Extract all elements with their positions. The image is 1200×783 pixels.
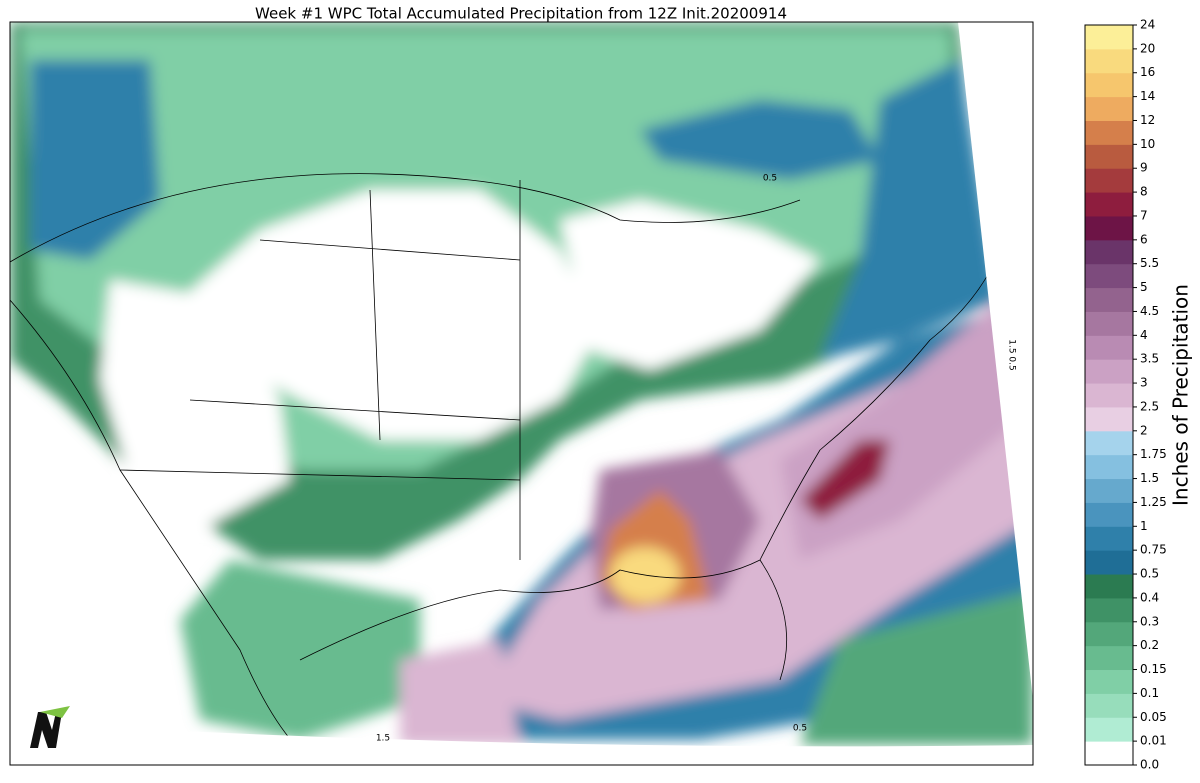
colorbar-tick-label: 0.01: [1140, 734, 1167, 748]
colorbar-tick-label: 1.5: [1140, 471, 1159, 485]
colorbar-frame: [1084, 24, 1134, 766]
map-area: [10, 22, 1033, 747]
colorbar-tick-label: 7: [1140, 208, 1148, 222]
colorbar-tick-label: 20: [1140, 41, 1155, 55]
colorbar-tick-label: 1.25: [1140, 495, 1167, 509]
colorbar-bin: [1085, 263, 1133, 289]
colorbar-bin: [1085, 359, 1133, 384]
colorbar-tick-label: 0.05: [1140, 710, 1167, 724]
colorbar-tick-label: 1.75: [1140, 447, 1167, 461]
colorbar-bin: [1085, 621, 1133, 647]
colorbar-tick-label: 0.4: [1140, 590, 1159, 604]
colorbar-tick-label: 0.5: [1140, 567, 1159, 581]
colorbar-bin: [1085, 478, 1133, 503]
colorbar-bin: [1085, 72, 1133, 98]
colorbar-bin: [1085, 645, 1133, 671]
contour-label: 0.5: [793, 724, 807, 734]
colorbar-bin: [1085, 96, 1133, 121]
colorbar-bin: [1085, 311, 1133, 336]
colorbar-tick-label: 0.3: [1140, 614, 1159, 628]
colorbar-tick-label: 1: [1140, 519, 1148, 533]
colorbar-bin: [1085, 669, 1133, 694]
colorbar-bin: [1085, 239, 1133, 265]
colorbar-bin: [1085, 693, 1133, 718]
colorbar-bin: [1085, 454, 1133, 480]
colorbar-tick-label: 2.5: [1140, 399, 1159, 413]
colorbar-bin: [1085, 215, 1133, 241]
contour-label: 1.5 0.5: [1007, 339, 1017, 371]
logo: [30, 706, 70, 748]
colorbar-tick-label: 14: [1140, 89, 1155, 103]
colorbar-bin: [1085, 192, 1133, 217]
colorbar-bin: [1085, 430, 1133, 456]
colorbar-bin: [1085, 574, 1133, 599]
colorbar-tick-label: 6: [1140, 232, 1148, 246]
colorbar-tick-label: 0.2: [1140, 638, 1159, 652]
colorbar: 0.0 0.01 0.05 0.1 0.15 0.2 0.3 0.4 0.5 0.75 1 1.25 1…: [1084, 18, 1193, 772]
colorbar-tick-label: 8: [1140, 185, 1148, 199]
colorbar-tick-label: 0.15: [1140, 662, 1167, 676]
colorbar-bin: [1085, 502, 1133, 527]
colorbar-tick-label: 0.0: [1140, 758, 1159, 772]
colorbar-tick-label: 4.5: [1140, 304, 1159, 318]
colorbar-bin: [1085, 48, 1133, 74]
colorbar-tick-label: 16: [1140, 65, 1155, 79]
contour-label: 1.5: [376, 734, 390, 744]
colorbar-tick-label: 5.5: [1140, 256, 1159, 270]
colorbar-tick-label: 3.5: [1140, 352, 1159, 366]
colorbar-bin: [1085, 120, 1133, 145]
colorbar-tick-label: 24: [1140, 18, 1155, 32]
colorbar-tick-label: 10: [1140, 137, 1155, 151]
colorbar-bin: [1085, 406, 1133, 432]
colorbar-bin: [1085, 25, 1133, 50]
colorbar-tick-label: 3: [1140, 376, 1148, 390]
colorbar-bin: [1085, 383, 1133, 408]
colorbar-bin: [1085, 597, 1133, 623]
colorbar-bin: [1085, 287, 1133, 312]
colorbar-tick-label: 0.75: [1140, 543, 1167, 557]
colorbar-label: Inches of Precipitation: [1169, 284, 1193, 506]
map-title: Week #1 WPC Total Accumulated Precipitat…: [255, 5, 787, 23]
contour-label: 0.5: [763, 174, 777, 184]
colorbar-tick-label: 2: [1140, 423, 1148, 437]
colorbar-bin: [1085, 144, 1133, 169]
colorbar-bin: [1085, 550, 1133, 575]
colorbar-tick-label: 4: [1140, 328, 1148, 342]
colorbar-bin: [1085, 526, 1133, 551]
colorbar-tick-label: 0.1: [1140, 686, 1159, 700]
colorbar-tick-label: 9: [1140, 161, 1148, 175]
colorbar-tick-label: 12: [1140, 113, 1155, 127]
colorbar-bin: [1085, 168, 1133, 193]
colorbar-bin: [1085, 717, 1133, 742]
colorbar-bin: [1085, 741, 1133, 766]
colorbar-tick-label: 5: [1140, 280, 1148, 294]
map-frame: [9, 21, 1034, 766]
colorbar-bin: [1085, 335, 1133, 360]
